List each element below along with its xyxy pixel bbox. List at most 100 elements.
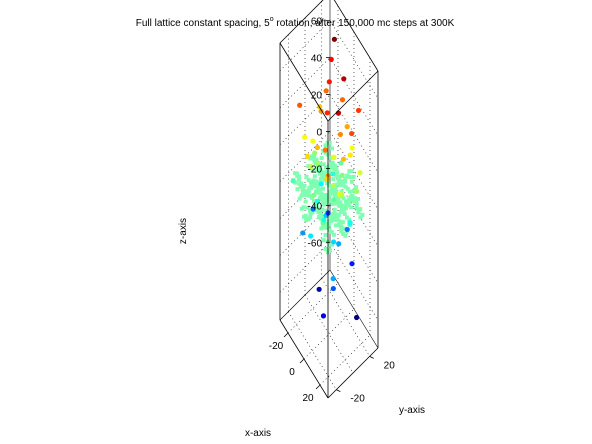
y-axis-label: y-axis (399, 405, 425, 416)
lattice-point (328, 189, 333, 194)
data-point (300, 230, 306, 236)
lattice-point (349, 179, 354, 184)
lattice-point (330, 161, 335, 166)
z-tick-label: 0 (316, 128, 322, 139)
data-point (336, 241, 342, 247)
lattice-point (351, 174, 356, 179)
y-tick-label: 20 (384, 360, 396, 371)
lattice-point (317, 187, 322, 192)
data-point (331, 239, 337, 245)
lattice-point (339, 229, 344, 234)
data-point (304, 153, 311, 159)
lattice-point (354, 205, 359, 210)
title-text-start: Full lattice constant spacing, 5 (136, 18, 270, 29)
lattice-point (347, 174, 352, 179)
lattice-point (343, 179, 348, 184)
tick-labels: -60 -40 -20 0 20 40 60 -20 0 20 -20 20 (269, 17, 395, 405)
lattice-point (315, 181, 320, 186)
lattice-point (334, 173, 339, 178)
z-tick-label: 20 (311, 91, 323, 102)
lattice-point (358, 207, 363, 212)
lattice-point (316, 206, 321, 211)
lattice-point (299, 193, 304, 198)
lattice-point (329, 230, 334, 235)
lattice-point (297, 196, 302, 201)
lattice-point (313, 189, 318, 194)
lattice-point (301, 185, 306, 190)
lattice-point (345, 174, 350, 179)
lattice-point (317, 189, 322, 194)
lattice-point (338, 200, 343, 205)
data-point (341, 76, 347, 82)
tick-mark (299, 358, 305, 364)
data-point (339, 172, 345, 178)
lattice-point (343, 199, 348, 204)
lattice-point (308, 179, 313, 184)
lattice-point (306, 164, 311, 169)
lattice-point (323, 143, 328, 148)
lattice-point (323, 150, 328, 155)
data-point (302, 134, 308, 140)
lattice-point (341, 196, 346, 201)
lattice-point (349, 169, 354, 174)
grid-line (287, 282, 339, 334)
data-point (357, 170, 363, 176)
lattice-point (332, 207, 337, 212)
lattice-point (308, 156, 313, 161)
lattice-point (349, 205, 354, 210)
lattice-point (316, 209, 321, 214)
lattice-point (339, 225, 344, 230)
lattice-point (306, 178, 311, 183)
lattice-point (302, 193, 307, 198)
lattice-point (307, 193, 312, 198)
data-point (355, 107, 362, 114)
lattice-point (345, 186, 350, 191)
lattice-point (325, 181, 330, 186)
title-superscript: o (270, 16, 274, 23)
tick-mark (336, 389, 341, 393)
lattice-point (327, 242, 332, 247)
grid-line (329, 94, 379, 173)
grid-line (329, 20, 379, 99)
lattice-point (332, 163, 337, 168)
data-point (314, 144, 320, 151)
data-point (308, 164, 314, 170)
data-point (324, 176, 330, 182)
lattice-point (344, 203, 349, 208)
lattice-point (338, 210, 343, 215)
lattice-point (340, 206, 345, 211)
data-point (331, 154, 337, 160)
lattice-point (353, 185, 358, 190)
z-tick-label: -60 (308, 238, 323, 249)
box-edge (333, 0, 379, 72)
data-point (318, 181, 324, 187)
lattice-point (347, 189, 352, 194)
x-tick-label: -20 (269, 341, 284, 352)
lattice-point (347, 217, 352, 222)
data-point (315, 198, 321, 204)
lattice-point (298, 184, 303, 189)
lattice-point (293, 180, 298, 185)
lattice-point (342, 212, 347, 217)
lattice-point (309, 183, 314, 188)
lattice-point (299, 181, 304, 186)
lattice-point (323, 246, 328, 251)
lattice-point (295, 187, 300, 192)
data-point (323, 88, 329, 94)
z-tick-label: -20 (308, 164, 323, 175)
lattice-point (344, 215, 349, 220)
data-point (330, 276, 336, 282)
lattice-point (327, 183, 332, 188)
data-point (331, 36, 337, 42)
z-tick-label: 40 (311, 54, 323, 65)
data-point (310, 206, 316, 212)
lattice-point (307, 208, 312, 213)
data-point (310, 138, 316, 144)
lattice-point (341, 182, 346, 187)
data-point (331, 197, 337, 203)
lattice-point (305, 205, 310, 210)
lattice-point (339, 189, 344, 194)
lattice-point (310, 210, 315, 215)
lattice-point (310, 168, 315, 173)
